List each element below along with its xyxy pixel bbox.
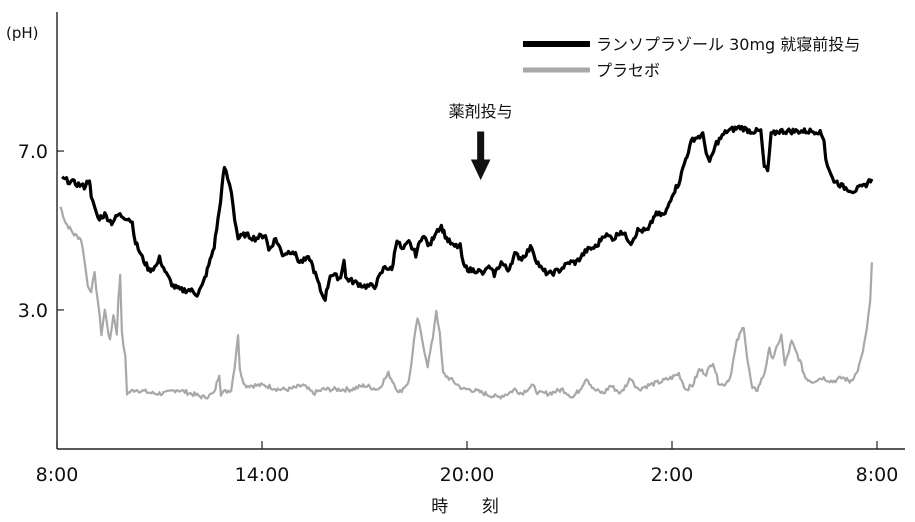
x-tick-label: 14:00 xyxy=(235,464,290,486)
series-layer xyxy=(59,124,874,400)
y-ticks: 7.0 3.0 xyxy=(18,141,64,322)
y-tick-label: 3.0 xyxy=(18,300,48,322)
y-unit-label: (pH) xyxy=(6,24,39,42)
down-arrow-icon xyxy=(470,131,491,181)
series-line-lansoprazole xyxy=(61,124,874,302)
legend-label: プラセボ xyxy=(596,61,660,80)
x-tick-label: 20:00 xyxy=(440,464,495,486)
series-line-placebo xyxy=(59,206,873,400)
legend-label: ランソプラゾール 30mg 就寝前投与 xyxy=(596,35,860,54)
x-tick-label: 8:00 xyxy=(856,464,899,486)
annotation-label: 薬剤投与 xyxy=(449,102,513,121)
y-tick-label: 7.0 xyxy=(18,141,48,163)
x-axis-label: 時 刻 xyxy=(431,497,512,517)
drug-administration-annotation: 薬剤投与 xyxy=(449,102,513,181)
x-ticks: 8:00 14:00 20:00 2:00 8:00 xyxy=(36,441,899,486)
x-tick-label: 2:00 xyxy=(651,464,694,486)
x-tick-label: 8:00 xyxy=(36,464,79,486)
